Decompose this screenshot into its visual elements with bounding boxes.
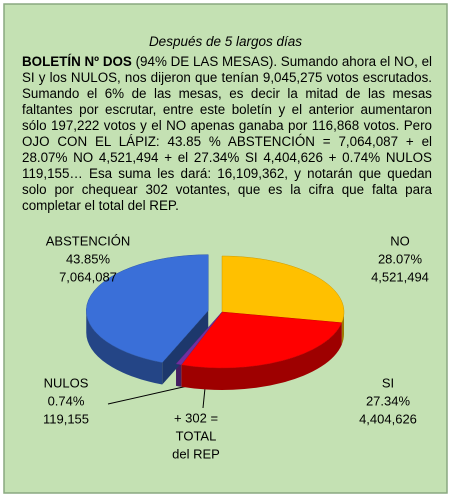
slice-label: SI [382, 375, 394, 390]
slice-side [181, 322, 342, 390]
chart-title: Después de 5 largos días [148, 34, 303, 49]
annotation: del REP [172, 446, 220, 461]
leader-line [107, 384, 193, 405]
slice-percent: 28.07% [378, 251, 423, 266]
slice-side [341, 312, 344, 345]
slice-percent: 43.85% [66, 251, 111, 266]
slice-label: ABSTENCIÓN [46, 233, 131, 248]
annotation: TOTAL [176, 428, 217, 443]
slice-votes: 4,521,494 [371, 269, 429, 284]
slice-label: NULOS [44, 375, 89, 390]
lead: BOLETÍN Nº DOS [22, 54, 132, 69]
slice-cut [162, 310, 209, 385]
slice-percent: 0.74% [48, 393, 85, 408]
paragraph: BOLETÍN Nº DOS (94% DE LAS MESAS). Suman… [22, 54, 432, 214]
slice [221, 255, 345, 324]
slice [175, 311, 223, 366]
slice-percent: 27.34% [366, 393, 411, 408]
slice-side [86, 310, 163, 385]
annotation: + 302 = [174, 410, 218, 425]
slice [86, 254, 209, 363]
background [3, 3, 448, 494]
slice-votes: 119,155 [43, 411, 89, 426]
slice-votes: 4,404,626 [359, 411, 417, 426]
slice-label: NO [390, 233, 410, 248]
slice-side [176, 363, 182, 387]
body-text: (94% DE LAS MESAS). Sumando ahora el NO,… [22, 54, 432, 213]
slice-votes: 7,064,087 [59, 269, 117, 284]
slice [180, 311, 343, 369]
